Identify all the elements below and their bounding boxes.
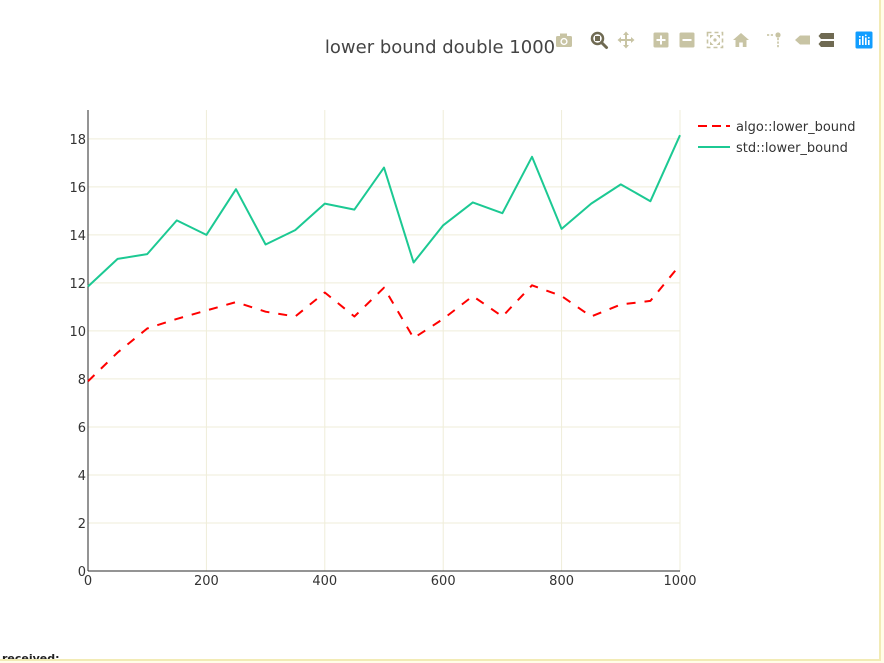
home-button[interactable] [731, 30, 751, 50]
x-tick-label: 200 [194, 574, 219, 589]
hover-compare-icon [818, 33, 834, 47]
data-point [588, 201, 594, 207]
y-tick-label: 8 [78, 373, 86, 388]
data-point [499, 210, 505, 216]
data-point [263, 309, 269, 315]
data-point [411, 335, 417, 341]
y-tick-label: 16 [69, 181, 86, 196]
spike-lines-button[interactable] [764, 30, 784, 50]
data-point [440, 316, 446, 322]
data-point [559, 226, 565, 232]
data-point [233, 299, 239, 305]
data-point [292, 313, 298, 319]
data-point [618, 181, 624, 187]
data-point [411, 259, 417, 265]
home-icon [733, 33, 749, 47]
zoom-out-button[interactable] [677, 30, 697, 50]
data-point [618, 301, 624, 307]
data-point [588, 313, 594, 319]
data-point [85, 283, 91, 289]
series-lines [85, 132, 683, 384]
zoom-button[interactable] [589, 30, 609, 50]
data-point [351, 207, 357, 213]
data-point [677, 262, 683, 268]
zoom-in-icon [653, 32, 669, 48]
y-tick-label: 2 [78, 517, 86, 532]
data-point [203, 232, 209, 238]
data-point [144, 251, 150, 257]
series-line-std [87, 134, 681, 288]
data-point [559, 293, 565, 299]
y-tick-label: 0 [78, 565, 86, 580]
data-point [470, 199, 476, 205]
y-tick-label: 12 [69, 277, 86, 292]
pan-icon [617, 31, 635, 49]
spike-lines-icon [767, 32, 781, 48]
plotly-logo-icon [855, 31, 873, 49]
legend-label: algo::lower_bound [736, 120, 856, 135]
data-point [470, 293, 476, 299]
data-point [203, 307, 209, 313]
zoom-out-icon [679, 32, 695, 48]
data-point [263, 241, 269, 247]
data-point [529, 154, 535, 160]
y-tick-label: 18 [69, 133, 86, 148]
data-point [677, 132, 683, 138]
y-tick-label: 4 [78, 469, 86, 484]
data-point [381, 285, 387, 291]
x-tick-label: 0 [84, 574, 92, 589]
y-tick-label: 14 [69, 229, 86, 244]
y-tick-label: 10 [69, 325, 86, 340]
hover-closest-button[interactable] [792, 30, 812, 50]
data-point [233, 186, 239, 192]
chart-title: lower bound double 1000 [325, 37, 555, 58]
data-point [529, 282, 535, 288]
camera-icon [556, 33, 572, 47]
plotly-logo-button[interactable] [854, 30, 874, 50]
data-point [292, 227, 298, 233]
data-point [144, 325, 150, 331]
pan-button[interactable] [616, 30, 636, 50]
grid-lines [88, 110, 681, 571]
zoom-in-button[interactable] [651, 30, 671, 50]
series-line-algo [87, 264, 681, 383]
x-tick-label: 1000 [663, 574, 696, 589]
legend-item[interactable]: algo::lower_bound [698, 120, 856, 135]
data-point [174, 316, 180, 322]
data-point [85, 378, 91, 384]
data-point [174, 217, 180, 223]
axes [87, 110, 680, 572]
x-tick-label: 800 [549, 574, 574, 589]
zoom-icon [590, 31, 608, 49]
autoscale-icon [706, 31, 724, 49]
x-tick-label: 600 [431, 574, 456, 589]
data-point [322, 201, 328, 207]
data-point [381, 165, 387, 171]
data-point [322, 289, 328, 295]
camera-button[interactable] [554, 30, 574, 50]
data-point [647, 198, 653, 204]
data-point [351, 313, 357, 319]
data-point [499, 313, 505, 319]
hover-closest-icon [795, 35, 810, 45]
data-point [115, 350, 121, 356]
data-point [115, 256, 121, 262]
legend-item[interactable]: std::lower_bound [698, 141, 848, 156]
legend-label: std::lower_bound [736, 141, 848, 156]
footer-text: received: [2, 653, 60, 659]
x-tick-label: 400 [312, 574, 337, 589]
hover-compare-button[interactable] [817, 30, 837, 50]
data-point [647, 298, 653, 304]
data-point [440, 222, 446, 228]
autoscale-button[interactable] [705, 30, 725, 50]
tick-labels: 0 200 400 600 800 1000 0 2 4 6 8 10 12 14 16 18 [69, 133, 696, 589]
y-tick-label: 6 [78, 421, 86, 436]
